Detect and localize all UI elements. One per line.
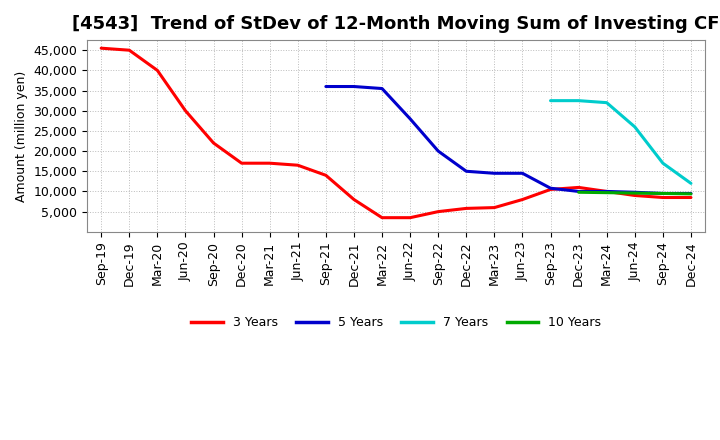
7 Years bbox=[603, 100, 611, 105]
3 Years bbox=[181, 108, 190, 114]
3 Years bbox=[406, 215, 415, 220]
3 Years bbox=[266, 161, 274, 166]
10 Years bbox=[575, 190, 583, 195]
7 Years bbox=[631, 124, 639, 129]
Line: 7 Years: 7 Years bbox=[551, 101, 691, 183]
Line: 5 Years: 5 Years bbox=[326, 87, 691, 194]
Y-axis label: Amount (million yen): Amount (million yen) bbox=[15, 70, 28, 202]
10 Years bbox=[687, 191, 696, 197]
3 Years bbox=[238, 161, 246, 166]
5 Years bbox=[575, 189, 583, 194]
3 Years bbox=[687, 195, 696, 200]
7 Years bbox=[659, 161, 667, 166]
5 Years bbox=[434, 148, 443, 154]
3 Years bbox=[659, 195, 667, 200]
Line: 3 Years: 3 Years bbox=[102, 48, 691, 218]
7 Years bbox=[687, 181, 696, 186]
3 Years bbox=[294, 162, 302, 168]
Title: [4543]  Trend of StDev of 12-Month Moving Sum of Investing CF: [4543] Trend of StDev of 12-Month Moving… bbox=[72, 15, 720, 33]
3 Years bbox=[350, 197, 359, 202]
10 Years bbox=[603, 190, 611, 195]
10 Years bbox=[659, 191, 667, 196]
3 Years bbox=[125, 48, 134, 53]
5 Years bbox=[462, 169, 471, 174]
5 Years bbox=[378, 86, 387, 91]
3 Years bbox=[490, 205, 499, 210]
5 Years bbox=[490, 171, 499, 176]
3 Years bbox=[603, 189, 611, 194]
5 Years bbox=[631, 190, 639, 195]
Line: 10 Years: 10 Years bbox=[579, 192, 691, 194]
5 Years bbox=[659, 191, 667, 196]
5 Years bbox=[518, 171, 527, 176]
3 Years bbox=[210, 140, 218, 146]
10 Years bbox=[631, 191, 639, 196]
3 Years bbox=[575, 185, 583, 190]
5 Years bbox=[350, 84, 359, 89]
5 Years bbox=[322, 84, 330, 89]
3 Years bbox=[462, 206, 471, 211]
Legend: 3 Years, 5 Years, 7 Years, 10 Years: 3 Years, 5 Years, 7 Years, 10 Years bbox=[186, 311, 606, 334]
5 Years bbox=[546, 186, 555, 191]
3 Years bbox=[518, 197, 527, 202]
3 Years bbox=[97, 46, 106, 51]
7 Years bbox=[575, 98, 583, 103]
3 Years bbox=[434, 209, 443, 214]
5 Years bbox=[603, 189, 611, 194]
3 Years bbox=[546, 187, 555, 192]
3 Years bbox=[322, 172, 330, 178]
3 Years bbox=[631, 193, 639, 198]
7 Years bbox=[546, 98, 555, 103]
3 Years bbox=[153, 68, 162, 73]
3 Years bbox=[378, 215, 387, 220]
5 Years bbox=[687, 191, 696, 196]
5 Years bbox=[406, 116, 415, 121]
